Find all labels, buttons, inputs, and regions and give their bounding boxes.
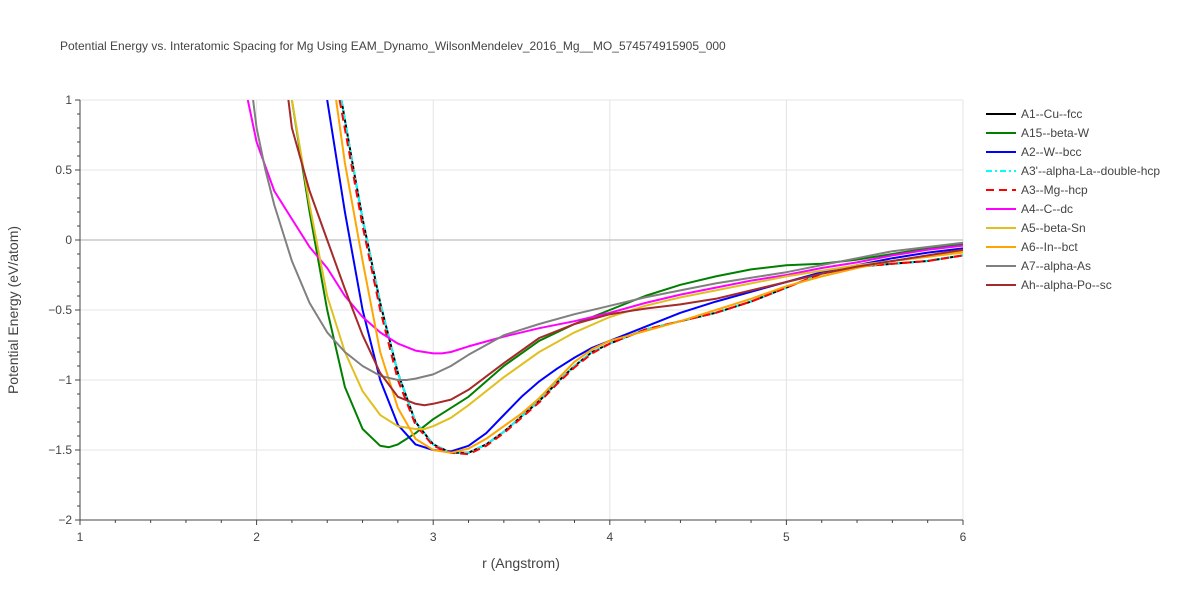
legend-item[interactable]: A15--beta-W: [986, 126, 1090, 140]
y-axis-label: Potential Energy (eV/atom): [5, 226, 21, 394]
legend-item[interactable]: A3--Mg--hcp: [986, 183, 1088, 197]
axes: 1 2 3 4 5 6 1 0.5 0 −0.5 −1 −1.5 −2: [48, 93, 966, 544]
series-line-6: [290, 100, 963, 430]
y-tick-label: −1: [58, 373, 72, 387]
y-tick-label: −1.5: [48, 443, 72, 457]
series-layer: [246, 100, 963, 456]
y-tick-label: −2: [58, 513, 72, 527]
legend-label: A2--W--bcc: [1021, 145, 1081, 159]
legend-label: Ah--alpha-Po--sc: [1021, 278, 1112, 292]
series-line-9: [287, 100, 963, 407]
grid-lines: [80, 99, 964, 520]
y-tick-label: −0.5: [48, 303, 72, 317]
chart-title: Potential Energy vs. Interatomic Spacing…: [60, 39, 726, 53]
x-tick-label: 2: [253, 530, 260, 544]
series-line-1: [290, 100, 963, 449]
legend: A1--Cu--fcc A15--beta-W A2--W--bcc A3'--alp…: [986, 107, 1160, 292]
x-tick-label: 6: [960, 530, 967, 544]
legend-label: A4--C--dc: [1021, 202, 1073, 216]
x-tick-label: 3: [430, 530, 437, 544]
x-tick-label: 5: [783, 530, 790, 544]
legend-label: A3--Mg--hcp: [1021, 183, 1088, 197]
y-tick-label: 0.5: [55, 163, 72, 177]
legend-label: A1--Cu--fcc: [1021, 107, 1082, 121]
legend-label: A7--alpha-As: [1021, 259, 1091, 273]
legend-item[interactable]: A2--W--bcc: [986, 145, 1081, 159]
legend-label: A3'--alpha-La--double-hcp: [1021, 164, 1160, 178]
legend-label: A6--In--bct: [1021, 240, 1078, 254]
legend-item[interactable]: A4--C--dc: [986, 202, 1073, 216]
series-line-4: [338, 100, 963, 456]
legend-item[interactable]: A3'--alpha-La--double-hcp: [986, 164, 1160, 178]
x-tick-label: 4: [606, 530, 613, 544]
legend-item[interactable]: A1--Cu--fcc: [986, 107, 1082, 121]
x-axis-label: r (Angstrom): [482, 555, 560, 571]
y-tick-label: 1: [65, 93, 72, 107]
legend-item[interactable]: Ah--alpha-Po--sc: [986, 278, 1112, 292]
legend-label: A15--beta-W: [1021, 126, 1090, 140]
legend-item[interactable]: A5--beta-Sn: [986, 221, 1086, 235]
series-line-7: [335, 100, 963, 454]
series-line-8: [252, 100, 963, 381]
x-tick-label: 1: [77, 530, 84, 544]
y-tick-label: 0: [65, 233, 72, 247]
legend-label: A5--beta-Sn: [1021, 221, 1086, 235]
legend-item[interactable]: A6--In--bct: [986, 240, 1078, 254]
legend-item[interactable]: A7--alpha-As: [986, 259, 1091, 273]
series-line-3: [340, 100, 963, 454]
